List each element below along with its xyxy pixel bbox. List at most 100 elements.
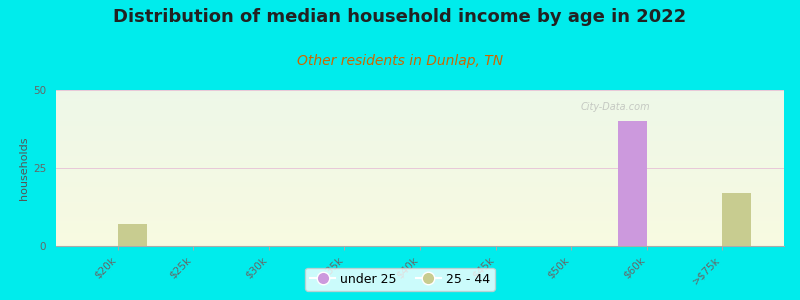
Bar [56,204,784,205]
Bar [56,226,784,227]
Bar [56,236,784,237]
Bar [56,206,784,207]
Bar [56,155,784,156]
Bar [56,115,784,116]
Bar [56,215,784,216]
Bar [56,178,784,179]
Bar [56,217,784,218]
Bar [56,199,784,200]
Legend: under 25, 25 - 44: under 25, 25 - 44 [306,268,494,291]
Bar [56,112,784,113]
Bar [56,167,784,168]
Bar [56,120,784,121]
Bar [56,95,784,96]
Bar [56,135,784,136]
Bar [56,153,784,154]
Bar [56,222,784,223]
Bar [56,131,784,132]
Bar [56,118,784,119]
Bar [56,224,784,225]
Bar [56,208,784,209]
Bar [56,137,784,138]
Bar [56,145,784,146]
Y-axis label: households: households [19,136,29,200]
Bar [56,197,784,198]
Bar [56,171,784,172]
Bar [56,92,784,93]
Bar [56,169,784,170]
Bar [56,196,784,197]
Bar [56,148,784,149]
Bar [56,139,784,140]
Bar [56,122,784,123]
Bar [56,190,784,191]
Bar [56,232,784,233]
Bar [56,140,784,141]
Bar [56,235,784,236]
Bar [56,93,784,94]
Bar [56,181,784,182]
Bar [56,124,784,125]
Bar [56,210,784,211]
Bar [56,158,784,159]
Text: Other residents in Dunlap, TN: Other residents in Dunlap, TN [297,54,503,68]
Bar [56,220,784,221]
Bar [56,183,784,184]
Bar [56,130,784,131]
Bar [56,161,784,162]
Bar [56,154,784,155]
Bar [56,138,784,139]
Bar [56,163,784,164]
Bar [56,96,784,97]
Bar [56,214,784,215]
Bar [56,223,784,224]
Bar [56,98,784,99]
Bar [56,225,784,226]
Bar [56,147,784,148]
Bar [56,151,784,152]
Bar [56,180,784,181]
Bar [56,103,784,104]
Bar [56,141,784,142]
Bar [56,212,784,213]
Bar [56,203,784,204]
Bar [56,168,784,169]
Bar [56,179,784,180]
Bar [56,160,784,161]
Bar [56,177,784,178]
Bar [56,231,784,232]
Bar [722,193,751,246]
Bar [56,111,784,112]
Bar [56,105,784,106]
Bar [56,240,784,241]
Bar [56,159,784,160]
Bar [56,117,784,118]
Bar [56,165,784,166]
Bar [56,152,784,153]
Bar [56,213,784,214]
Bar [118,224,146,246]
Bar [56,116,784,117]
Bar [56,242,784,243]
Bar [56,104,784,105]
Bar [56,133,784,134]
Bar [56,102,784,103]
Bar [56,176,784,177]
Bar [56,100,784,101]
Bar [56,109,784,110]
Bar [56,172,784,173]
Bar [56,185,784,186]
Bar [56,202,784,203]
Bar [56,106,784,107]
Bar [56,143,784,144]
Bar [56,187,784,188]
Bar [56,144,784,145]
Bar [56,194,784,195]
Bar [56,188,784,189]
Bar [56,189,784,190]
Bar [56,219,784,220]
Bar [56,209,784,210]
Text: Distribution of median household income by age in 2022: Distribution of median household income … [114,8,686,26]
Bar [56,113,784,114]
Bar [56,97,784,98]
